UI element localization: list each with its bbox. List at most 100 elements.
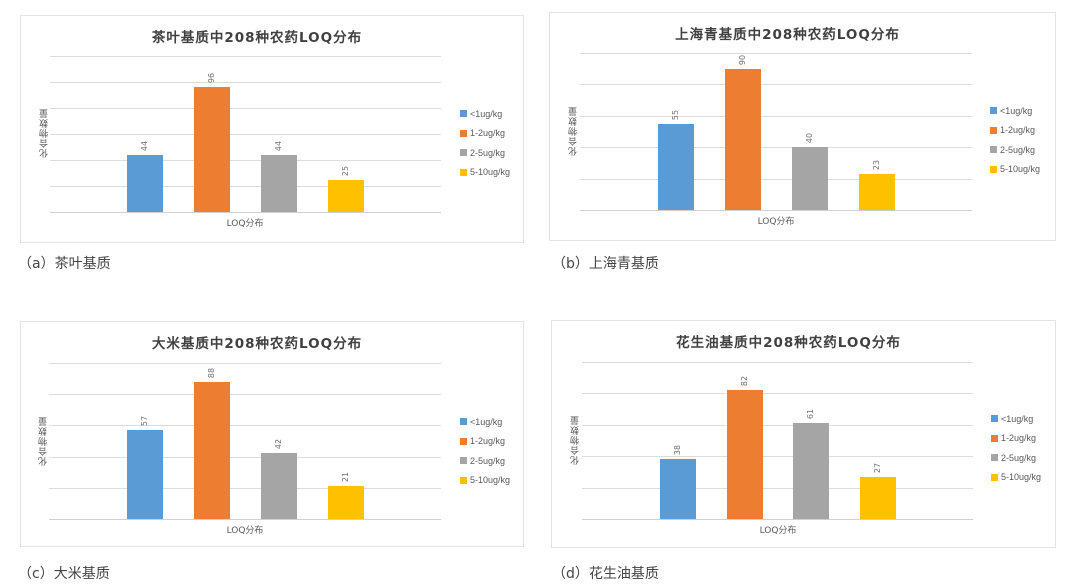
legend-swatch-icon <box>460 476 467 484</box>
legend-swatch-icon <box>460 129 467 137</box>
bar-3 <box>859 173 895 210</box>
legend-item: 2-5ug/kg <box>991 448 1041 468</box>
data-label: 96 <box>207 73 216 84</box>
gridline <box>582 456 973 458</box>
legend-item: 2-5ug/kg <box>460 143 510 163</box>
x-axis-line <box>580 210 972 211</box>
x-axis-line <box>49 519 441 520</box>
gridline <box>580 178 972 180</box>
y-axis-label: 化合物数量 <box>40 108 50 158</box>
data-label: 40 <box>805 133 814 144</box>
bar-2 <box>792 147 828 210</box>
gridline <box>580 84 972 86</box>
data-label: 61 <box>806 409 815 420</box>
legend-swatch-icon <box>460 149 467 157</box>
caption-b: （b）上海青基质 <box>552 256 659 272</box>
legend-item: 1-2ug/kg <box>460 124 510 144</box>
data-label: 21 <box>341 472 350 483</box>
y-axis-label: 化合物数量 <box>571 415 581 465</box>
y-axis-label: 化合物数量 <box>569 106 579 156</box>
data-label: 55 <box>671 109 680 120</box>
gridline <box>50 56 441 57</box>
gridline <box>580 147 972 149</box>
caption-a: （a）茶叶基质 <box>18 256 111 272</box>
legend-label: 5-10ug/kg <box>470 167 511 178</box>
data-label: 44 <box>140 140 149 151</box>
legend-swatch-icon <box>460 110 467 118</box>
legend-item: 5-10ug/kg <box>990 160 1040 180</box>
data-label: 38 <box>673 445 682 456</box>
bar-1 <box>194 381 230 519</box>
chart-title: 茶叶基质中208种农药LOQ分布 <box>151 30 363 46</box>
legend-item: 5-10ug/kg <box>991 468 1041 488</box>
legend: <1ug/kg 1-2ug/kg 2-5ug/kg 5-10ug/kg <box>990 101 1040 179</box>
legend-swatch-icon <box>990 146 997 154</box>
legend-item: 2-5ug/kg <box>990 140 1040 160</box>
x-axis-label: LOQ分布 <box>226 526 264 536</box>
legend-label: 5-10ug/kg <box>1000 164 1041 175</box>
legend-item: 1-2ug/kg <box>991 429 1041 449</box>
bar-0 <box>127 430 163 519</box>
legend-item: 5-10ug/kg <box>460 163 510 183</box>
legend-label: 2-5ug/kg <box>470 147 506 158</box>
x-axis-label: LOQ分布 <box>757 217 795 227</box>
chart-title: 上海青基质中208种农药LOQ分布 <box>675 27 900 43</box>
bar-1 <box>194 87 230 212</box>
data-label: 90 <box>738 54 747 65</box>
legend-label: <1ug/kg <box>1001 413 1034 424</box>
gridline <box>50 186 441 187</box>
bar-0 <box>660 459 696 519</box>
data-label: 88 <box>207 367 216 378</box>
gridline <box>49 456 441 458</box>
legend-item: <1ug/kg <box>460 412 510 432</box>
legend-swatch-icon <box>460 168 467 176</box>
gridline <box>50 82 441 83</box>
chart-title: 花生油基质中208种农药LOQ分布 <box>676 335 901 351</box>
data-label: 42 <box>274 439 283 450</box>
bar-2 <box>793 423 829 519</box>
legend-label: 1-2ug/kg <box>470 128 506 139</box>
legend: <1ug/kg 1-2ug/kg 2-5ug/kg 5-10ug/kg <box>991 409 1041 487</box>
gridline <box>50 134 441 135</box>
legend-swatch-icon <box>991 454 998 462</box>
gridline <box>49 394 441 396</box>
gridline <box>49 363 441 364</box>
legend-label: <1ug/kg <box>1000 105 1033 116</box>
legend-label: <1ug/kg <box>470 108 503 119</box>
legend-item: 1-2ug/kg <box>460 432 510 452</box>
legend-item: <1ug/kg <box>991 409 1041 429</box>
legend-item: <1ug/kg <box>990 101 1040 121</box>
legend: <1ug/kg 1-2ug/kg 2-5ug/kg 5-10ug/kg <box>460 412 510 490</box>
legend-swatch-icon <box>460 437 467 445</box>
legend-label: 2-5ug/kg <box>1001 452 1037 463</box>
legend-label: 1-2ug/kg <box>1001 433 1037 444</box>
legend-item: 1-2ug/kg <box>990 121 1040 141</box>
gridline <box>50 160 441 161</box>
legend-item: <1ug/kg <box>460 104 510 124</box>
legend-swatch-icon <box>991 473 998 481</box>
legend-label: 5-10ug/kg <box>1001 472 1042 483</box>
bar-1 <box>727 390 763 519</box>
chart-title: 大米基质中208种农药LOQ分布 <box>151 336 363 352</box>
data-label: 25 <box>341 165 350 176</box>
gridline <box>580 53 972 54</box>
x-axis-line <box>50 212 441 213</box>
legend-label: 1-2ug/kg <box>1000 125 1036 136</box>
legend-item: 2-5ug/kg <box>460 451 510 471</box>
legend-label: 5-10ug/kg <box>470 475 511 486</box>
x-axis-line <box>582 519 973 520</box>
legend-swatch-icon <box>990 165 997 173</box>
data-label: 23 <box>872 159 881 170</box>
legend-label: 1-2ug/kg <box>470 436 506 447</box>
legend-swatch-icon <box>460 418 467 426</box>
gridline <box>582 362 973 363</box>
legend-label: <1ug/kg <box>470 416 503 427</box>
x-axis-label: LOQ分布 <box>759 526 797 536</box>
x-axis-label: LOQ分布 <box>226 219 264 229</box>
bar-2 <box>261 453 297 519</box>
gridline <box>580 115 972 117</box>
gridline <box>582 487 973 489</box>
legend: <1ug/kg 1-2ug/kg 2-5ug/kg 5-10ug/kg <box>460 104 510 182</box>
bar-0 <box>658 123 694 210</box>
caption-c: （c）大米基质 <box>18 566 110 582</box>
